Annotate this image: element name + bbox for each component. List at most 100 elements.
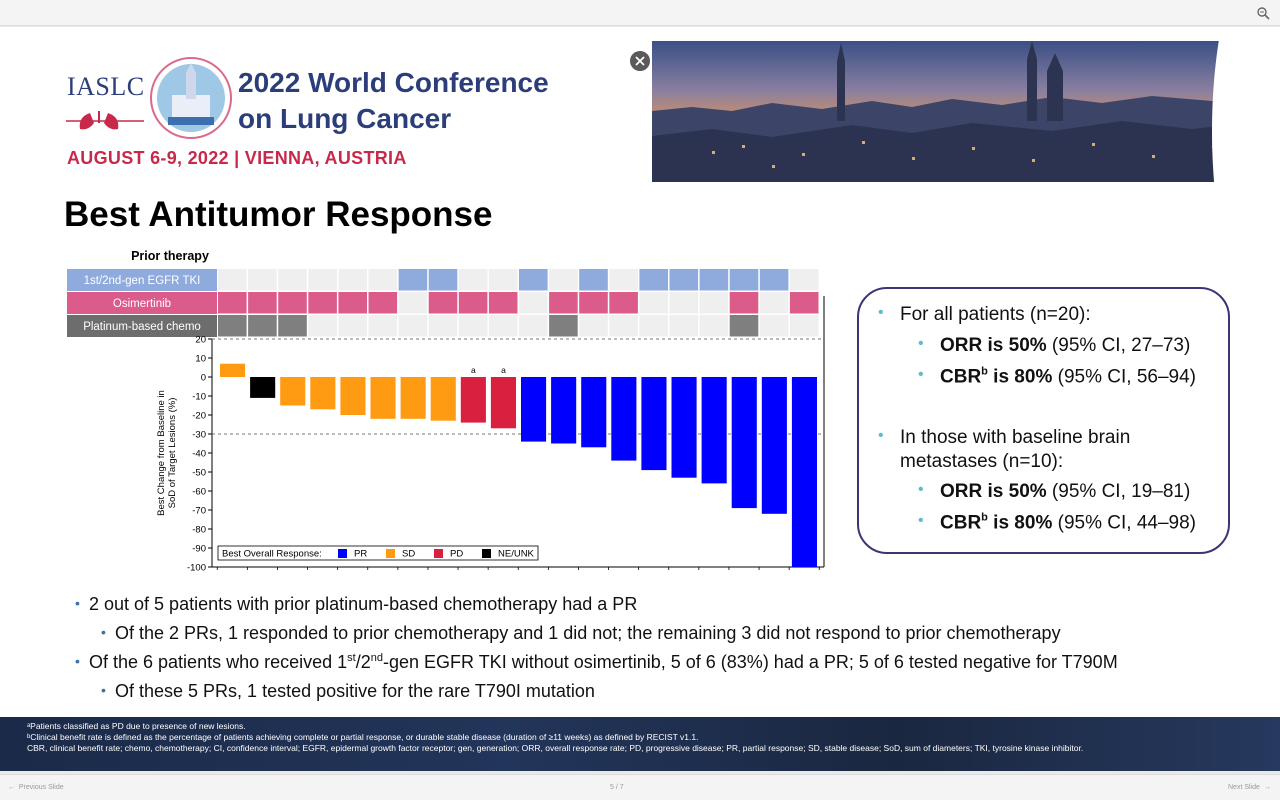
prior-therapy-row-label-bg [67, 292, 217, 314]
prior-therapy-cell [639, 315, 668, 337]
prior-therapy-cell [729, 269, 759, 291]
prior-therapy-cell [488, 315, 518, 337]
y-tick-label: -40 [192, 449, 206, 460]
prior-therapy-cell [278, 315, 307, 337]
y-tick-label: 10 [195, 354, 206, 365]
waterfall-bar [400, 377, 426, 419]
prior-therapy-cell [729, 292, 759, 314]
y-tick-label: -80 [192, 525, 206, 536]
waterfall-bar [791, 377, 817, 567]
waterfall-bar [641, 377, 667, 471]
legend-title: Best Overall Response: [222, 549, 322, 560]
summary-brain-orr: • ORR is 50% (95% CI, 19–81) [918, 481, 1191, 502]
prior-therapy-cell [398, 292, 428, 314]
prior-therapy-cell [458, 269, 488, 291]
summary-all-heading: • For all patients (n=20): [878, 304, 1091, 325]
bullet-icon: • [101, 624, 106, 640]
prior-therapy-title: Prior therapy [131, 249, 209, 263]
conference-dates: AUGUST 6-9, 2022 | VIENNA, AUSTRIA [67, 148, 407, 168]
footnote-abbreviations: CBR, clinical benefit rate; chemo, chemo… [27, 743, 1084, 753]
header-curve-shape [1212, 41, 1280, 182]
y-tick-label: -100 [187, 563, 206, 574]
waterfall-bar [551, 377, 577, 444]
summary-box: • For all patients (n=20): • ORR is 50% (9… [857, 287, 1230, 554]
prior-therapy-cell [278, 292, 307, 314]
bullet-platinum: • 2 out of 5 patients with prior platinum… [75, 594, 638, 614]
legend-label: PR [354, 549, 367, 560]
prior-therapy-cell [789, 269, 819, 291]
waterfall-chart: Prior therapy 1st/2nd-gen EGFR TKI Osimert… [67, 249, 825, 574]
bullet-icon: • [75, 653, 80, 669]
prior-therapy-cell [759, 315, 789, 337]
bullet-icon: • [918, 366, 924, 383]
prior-therapy-cell [579, 292, 608, 314]
close-button[interactable] [628, 49, 652, 73]
prior-therapy-cell [549, 269, 578, 291]
prior-therapy-cell [308, 269, 337, 291]
prior-therapy-cell [488, 292, 518, 314]
bullet-egfr-tki: • Of the 6 patients who received 1st/2nd-… [75, 652, 1118, 672]
bullet-icon: • [918, 335, 924, 352]
y-tick-label: -20 [192, 411, 206, 422]
bullet-icon: • [878, 427, 884, 444]
prior-therapy-cell [248, 269, 277, 291]
prior-therapy-cell [579, 315, 608, 337]
y-tick-label: 20 [195, 335, 206, 346]
prior-therapy-cell [669, 292, 699, 314]
prior-therapy-cell [458, 292, 488, 314]
waterfall-bar [310, 377, 336, 410]
prior-therapy-cell [579, 269, 608, 291]
y-tick-label: -60 [192, 487, 206, 498]
prior-therapy-cell [609, 292, 638, 314]
prior-therapy-cell [248, 315, 277, 337]
prior-therapy-cell [549, 292, 578, 314]
prior-therapy-cell [398, 269, 428, 291]
legend-box [217, 545, 539, 561]
waterfall-bar [761, 377, 787, 514]
prior-therapy-cell [639, 269, 668, 291]
page-indicator: 5 / 7 [610, 784, 624, 791]
legend-label: PD [450, 549, 463, 560]
summary-all-orr: • ORR is 50% (95% CI, 27–73) [918, 335, 1191, 356]
prior-therapy-cell [308, 315, 337, 337]
prior-therapy-cell [669, 269, 699, 291]
prior-therapy-cell [428, 292, 458, 314]
bullet-icon: • [918, 512, 924, 529]
legend-label: NE/UNK [498, 549, 535, 560]
prior-therapy-cell [458, 315, 488, 337]
prior-therapy-cell [519, 292, 548, 314]
footnote-a: ᵃPatients classified as PD due to presen… [27, 721, 246, 731]
legend-swatch [386, 549, 395, 558]
zoom-icon[interactable] [1256, 6, 1270, 20]
summary-brain-cbr: • CBRb is 80% (95% CI, 44–98) [918, 512, 1196, 534]
prior-therapy-cell [519, 269, 548, 291]
y-axis-label: SoD of Target Lesions (%) [167, 398, 178, 509]
slide-navigation: ← Previous Slide 5 / 7 Next Slide → [0, 774, 1280, 800]
bullet-icon: • [75, 595, 80, 611]
prior-therapy-cell [248, 292, 277, 314]
waterfall-bar [731, 377, 757, 509]
summary-brain-heading: • In those with baseline brain [878, 427, 1131, 448]
prior-therapy-cell [218, 315, 247, 337]
prior-therapy-cell [338, 315, 367, 337]
bar-annotation: a [501, 365, 506, 375]
prior-therapy-cell [609, 269, 638, 291]
prior-therapy-row-label: 1st/2nd-gen EGFR TKI [84, 275, 201, 287]
prior-therapy-cell [368, 269, 398, 291]
bullet-icon: • [918, 481, 924, 498]
legend-swatch [434, 549, 443, 558]
prior-therapy-row-label-bg [67, 269, 217, 291]
y-tick-label: -70 [192, 506, 206, 517]
bar-annotation: a [471, 365, 476, 375]
prior-therapy-cell [428, 269, 458, 291]
prior-therapy-cell [609, 315, 638, 337]
next-slide-button[interactable]: Next Slide → [1228, 784, 1271, 791]
prior-therapy-cell [218, 292, 247, 314]
previous-slide-button[interactable]: ← Previous Slide [8, 784, 64, 791]
prior-therapy-cell [428, 315, 458, 337]
waterfall-bar [280, 377, 306, 406]
waterfall-bar [430, 377, 456, 421]
prior-therapy-cell [519, 315, 548, 337]
waterfall-bar [581, 377, 607, 448]
arrow-right-icon: → [1263, 784, 1271, 791]
